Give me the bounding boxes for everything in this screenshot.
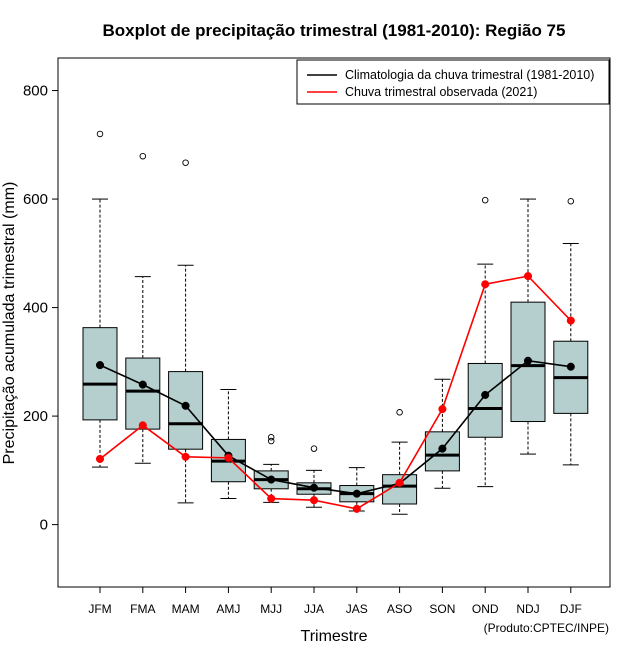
series-point-climatology [566,362,575,371]
series-point-observed [481,280,490,289]
series-point-climatology [438,444,447,453]
outlier-point [182,159,189,166]
x-axis-label: Trimestre [301,628,368,645]
y-tick-label: 800 [23,83,48,100]
chart-title: Boxplot de precipitação trimestral (1981… [103,21,566,40]
box-group-mjj [253,434,289,503]
series-point-climatology [181,401,190,410]
y-tick-label: 400 [23,300,48,317]
series-point-climatology [352,489,361,498]
box-iqr [125,357,161,430]
box-group-amj [210,389,246,500]
x-tick-label: SON [429,602,455,616]
box-group-jfm [82,130,118,468]
legend-box [296,59,610,105]
box-iqr [168,371,204,450]
series-line-observed [99,275,572,510]
outlier-point [396,409,403,416]
x-tick-label: JFM [88,602,111,616]
plot-area: 0 200 400 600 800 JFM FMA MAM AMJ MJJ JJA JAS ASO SON… [23,57,611,616]
series-point-observed [523,272,533,281]
series-point-climatology [95,361,105,370]
x-tick-label: FMA [130,602,155,616]
series-point-climatology [267,475,276,484]
box-iqr [82,327,118,421]
series-point-observed [395,478,404,487]
outlier-point [481,196,489,204]
series-point-observed [352,504,361,513]
series-point-climatology [138,380,147,389]
series-point-climatology [481,390,490,399]
series-point-climatology [309,483,319,492]
series-point-observed [566,316,575,325]
x-tick-label: ASO [387,602,412,616]
series-point-observed [181,452,190,461]
box-group-ndj [510,198,546,455]
product-credit: (Produto:CPTEC/INPE) [484,621,609,635]
series-point-observed [309,496,319,505]
outlier-point [96,130,104,138]
outlier-point [139,152,147,160]
x-tick-label: JJA [304,602,324,616]
box-group-mam [168,159,204,504]
x-tick-label: NDJ [516,602,539,616]
x-tick-label: OND [472,602,499,616]
series-point-observed [267,494,276,503]
box-group-ond [467,196,503,488]
box-group-fma [125,152,161,464]
legend-label-climatology: Climatologia da chuva trimestral (1981-2… [345,68,594,82]
plot-frame [57,57,611,588]
chart-text: Boxplot de precipitação trimestral (1981… [1,21,609,645]
y-axis-label: Precipitação acumulada trimestral (mm) [1,182,18,465]
outlier-point [267,434,275,441]
series-point-observed [138,421,147,430]
x-tick-label: AMJ [216,602,240,616]
y-tick-label: 0 [40,517,48,534]
outlier-point [567,197,575,205]
x-tick-label: JAS [346,602,368,616]
legend: Climatologia da chuva trimestral (1981-2… [296,59,610,105]
x-tick-label: MJJ [260,602,282,616]
box-group-djf [553,197,589,466]
y-tick-label: 600 [23,191,48,208]
y-tick-label: 200 [23,408,48,425]
legend-label-observed: Chuva trimestral observada (2021) [345,85,537,99]
box-iqr [467,362,503,438]
x-tick-label: DJF [560,602,582,616]
series-point-climatology [523,356,533,365]
outlier-point [310,445,318,452]
x-tick-label: MAM [172,602,200,616]
outlier-point [267,437,275,445]
box-group-jas [339,467,375,512]
series-point-observed [438,404,447,414]
series-line-climatology [99,359,571,495]
series-point-observed [95,454,105,464]
series-point-observed [224,453,233,462]
